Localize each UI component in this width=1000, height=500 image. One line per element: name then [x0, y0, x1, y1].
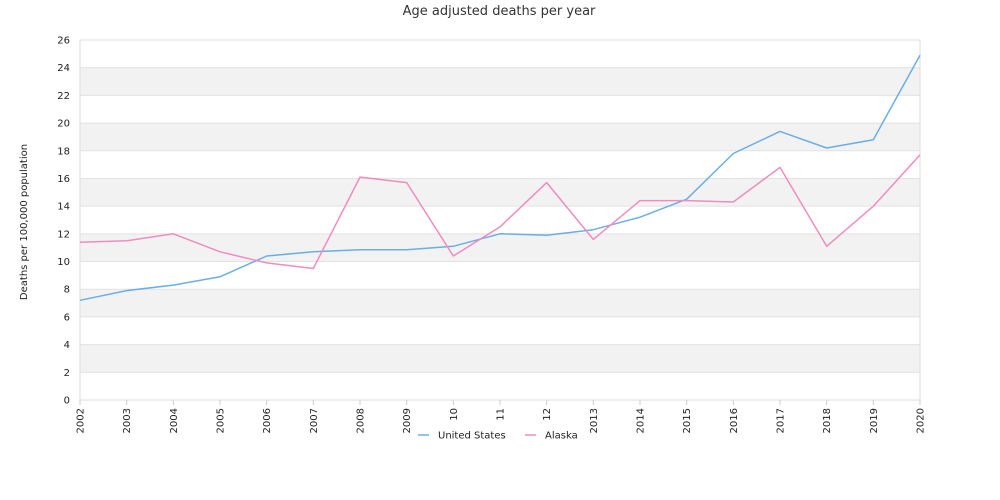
grid-band — [80, 206, 920, 234]
grid-band — [80, 67, 920, 96]
y-tick-label: 2 — [64, 368, 70, 379]
grid-bands — [80, 40, 920, 400]
x-tick-label: 2018 — [822, 408, 833, 433]
x-tick-label: 2015 — [682, 408, 693, 433]
x-tick-label: 2007 — [309, 408, 320, 433]
x-tick-label: 2014 — [636, 408, 647, 433]
grid-band — [80, 289, 920, 317]
grid-band — [80, 316, 920, 345]
grid-band — [80, 40, 920, 68]
y-axis-label: Deaths per 100,000 population — [19, 144, 30, 300]
y-tick-label: 24 — [57, 63, 70, 74]
y-tick-label: 18 — [57, 146, 70, 157]
x-tick-label: 2017 — [776, 408, 787, 433]
y-tick-label: 10 — [57, 257, 70, 268]
legend: United States Alaska — [418, 431, 578, 442]
chart-title: Age adjusted deaths per year — [403, 4, 596, 19]
series-line-alaska — [79, 154, 921, 270]
x-tick-label: 12 — [542, 408, 553, 421]
y-tick-label: 14 — [57, 202, 70, 213]
x-tick-label: 2016 — [729, 408, 740, 433]
x-tick-label: 2005 — [216, 408, 227, 433]
x-tick-label: 2008 — [356, 408, 367, 433]
y-tick-label: 16 — [57, 174, 70, 185]
grid-band — [80, 178, 920, 207]
x-tick-label: 2003 — [122, 408, 133, 433]
y-tick-label: 8 — [64, 285, 70, 296]
grid-band — [80, 123, 920, 151]
y-tick-label: 6 — [64, 312, 70, 323]
x-tick-label: 2006 — [262, 408, 273, 433]
series-lines — [79, 54, 921, 302]
legend-label: Alaska — [545, 431, 578, 442]
x-tick-label: 2009 — [402, 408, 413, 433]
y-tick-label: 22 — [57, 91, 70, 102]
y-tick-label: 0 — [64, 396, 70, 407]
x-tick-label: 2002 — [76, 408, 87, 433]
grid-band — [80, 150, 920, 179]
legend-label: United States — [438, 431, 506, 442]
y-tick-label: 26 — [57, 36, 70, 47]
grid-band — [80, 261, 920, 290]
x-axis-ticks: 2002 2003 2004 2005 2006 2007 2008 2009 10 11 12 20… — [76, 400, 927, 433]
x-tick-label: 2019 — [869, 408, 880, 433]
grid-band — [80, 344, 920, 373]
x-tick-label: 11 — [496, 408, 507, 421]
x-tick-label: 2004 — [169, 408, 180, 433]
y-tick-label: 4 — [64, 340, 70, 351]
x-tick-label: 2013 — [589, 408, 600, 433]
series-line-united-states — [79, 54, 921, 302]
y-tick-label: 12 — [57, 229, 70, 240]
grid-band — [80, 95, 920, 124]
x-tick-label: 2020 — [916, 408, 927, 433]
grid-band — [80, 372, 920, 400]
grid-band — [80, 233, 920, 262]
y-tick-label: 20 — [57, 119, 70, 130]
x-tick-label: 10 — [449, 408, 460, 421]
